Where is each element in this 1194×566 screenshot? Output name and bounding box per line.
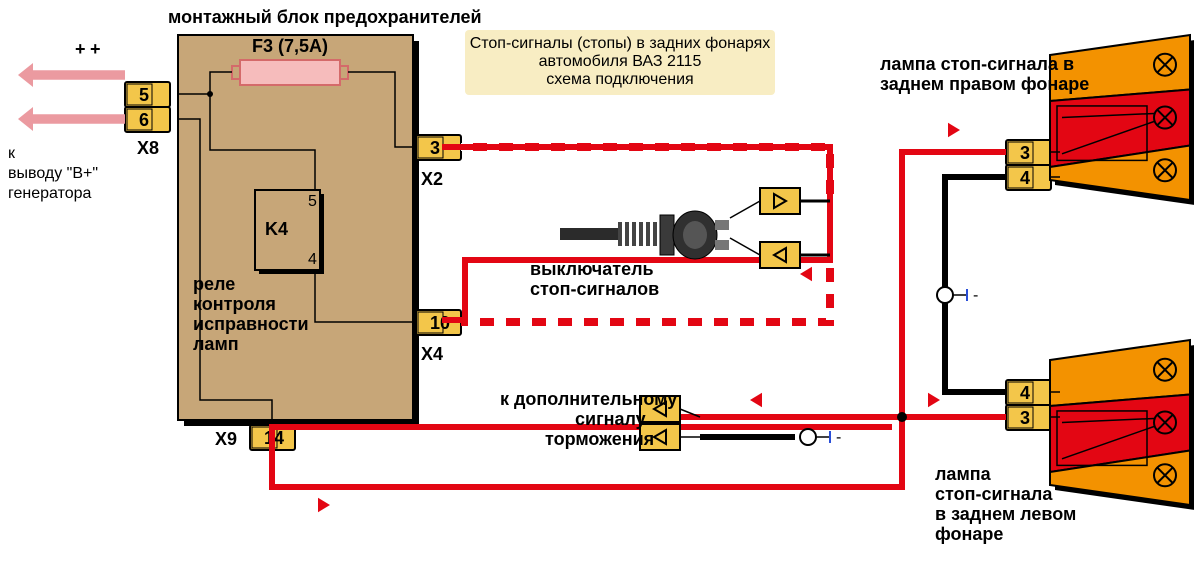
relay-pin5: 5 [308,193,317,210]
label: стоп-сигнала [935,484,1053,504]
pin-x8-6-label: 6 [139,110,149,130]
arrow-icon [928,393,940,407]
label: в заднем левом [935,504,1076,524]
pin-right-3-label: 3 [1020,143,1030,163]
node-icon [800,429,816,445]
switch-shaft [560,228,620,240]
wire-black [945,300,1006,392]
x8-label: X8 [137,138,159,158]
label: фонаре [935,524,1003,544]
x2-label: X2 [421,169,443,189]
title-l2: автомобиля ВАЗ 2115 [539,53,702,70]
pin-left-4-label: 4 [1020,383,1030,403]
label: торможения [545,429,654,449]
label: + [90,39,101,59]
arrow-icon [318,498,330,512]
x9-label: X9 [215,429,237,449]
fuse-block-label: монтажный блок предохранителей [168,7,482,27]
label: исправности [193,314,309,334]
title-l1: Стоп-сигналы (стопы) в задних фонарях [470,35,771,52]
label: лампа [935,464,992,484]
minus: - [836,429,841,446]
switch-label1: выключатель [530,259,654,279]
connector [760,188,800,214]
pin-left-3-label: 3 [1020,408,1030,428]
fuse-f3 [240,60,340,85]
relay-name: K4 [265,219,288,239]
pin-x8-5-label: 5 [139,85,149,105]
label: выводу "B+" [8,165,98,182]
arrow-icon [800,267,812,281]
minus: - [973,287,978,304]
label: к [8,145,16,162]
pin-right-4-label: 4 [1020,168,1030,188]
fuse-label: F3 (7,5A) [252,36,328,56]
label: заднем правом фонаре [880,74,1089,94]
arrow-icon [750,393,762,407]
wire-black [945,177,1006,290]
switch-label2: стоп-сигналов [530,279,659,299]
label: контроля [193,294,276,314]
label: лампа стоп-сигнала в [880,54,1074,74]
label: к дополнительному [500,389,677,409]
arrow-icon [948,123,960,137]
node-icon [937,287,953,303]
pin-x2-3-label: 3 [430,138,440,158]
arrow-gen [18,107,125,131]
x4-label: X4 [421,344,443,364]
arrow-gen [18,63,125,87]
connector [760,242,800,268]
label: + [75,39,86,59]
relay-pin4: 4 [308,251,317,268]
label: генератора [8,185,92,202]
label: сигналу [575,409,646,429]
title-l3: схема подключения [546,71,693,88]
